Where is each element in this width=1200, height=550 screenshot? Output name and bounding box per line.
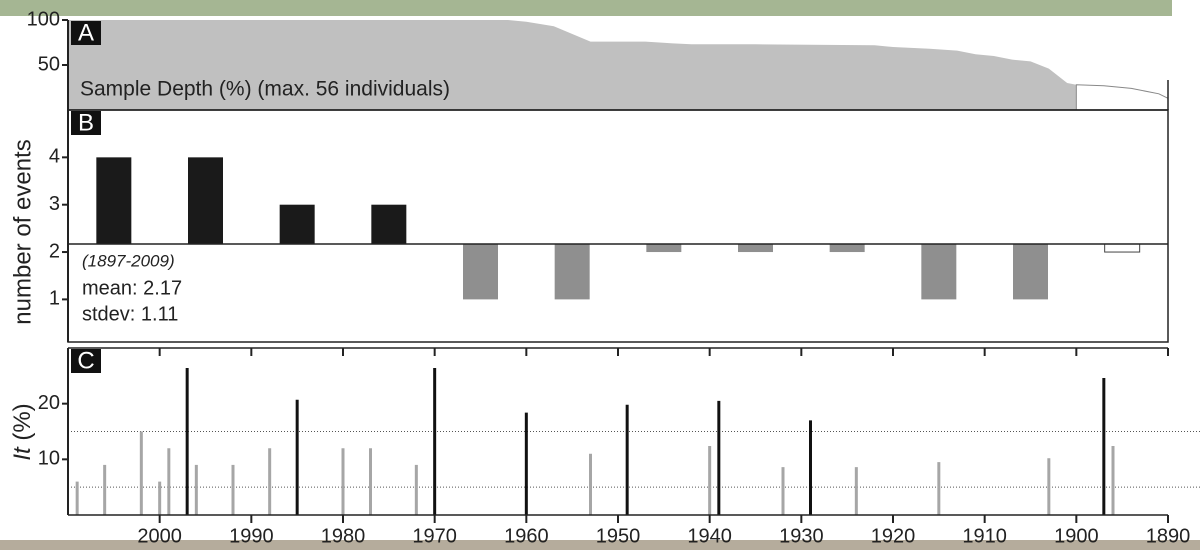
annotation: Sample Depth (%) (max. 56 individuals) [80,78,450,101]
panel-label: B [78,109,94,136]
event-bar [921,243,957,300]
y-tick-label: 4 [49,146,60,168]
event-bar [188,157,223,244]
event-bar [738,243,773,253]
panel-label-box [71,349,101,373]
event-bar [829,243,865,253]
period-label: (1897-2009) [82,251,175,270]
x-tick-label: 1950 [596,525,641,547]
x-tick-label: 1910 [962,525,1007,547]
y-axis-label: It (%) [9,403,36,460]
x-tick-label: 1970 [412,525,457,547]
panel-label-box [71,21,101,45]
x-tick-label: 1980 [321,525,366,547]
photo-edge-bottom [0,540,1200,550]
y-tick-label: 10 [38,448,60,470]
event-bar [371,204,407,244]
photo-edge-right [1172,0,1200,440]
y-tick-label: 20 [38,392,60,414]
y-axis-label-symbol: It [9,446,36,461]
y-tick-label: 2 [49,240,60,262]
y-tick-label: 50 [38,53,60,75]
y-tick-label: 100 [27,8,60,30]
x-tick-label: 1900 [1054,525,1099,547]
event-bar [646,243,682,253]
x-tick-label: 1960 [504,525,549,547]
y-tick-label: 3 [49,193,60,215]
mean-label: mean: 2.17 [82,277,182,299]
photo-edge-top [0,0,1200,16]
event-bar [463,243,498,300]
stdev-label: stdev: 1.11 [82,303,178,325]
x-tick-label: 1940 [687,525,732,547]
y-tick-label: 1 [49,288,60,310]
panel-label: C [77,347,94,374]
y-axis-label: number of events [9,139,36,324]
event-bar [554,243,590,300]
event-bar [1104,243,1141,253]
x-tick-label: 1920 [871,525,916,547]
y-axis-label-unit: (%) [9,403,36,440]
event-bar [96,157,132,244]
x-tick-label: 1930 [779,525,824,547]
event-bar [279,204,315,244]
event-bar [1013,243,1048,300]
panel-label-box [71,111,101,135]
x-tick-label: 1890 [1146,525,1191,547]
panel-label: A [78,19,94,46]
sample-depth-area [68,20,1077,110]
x-tick-label: 1990 [229,525,274,547]
x-tick-label: 2000 [137,525,182,547]
